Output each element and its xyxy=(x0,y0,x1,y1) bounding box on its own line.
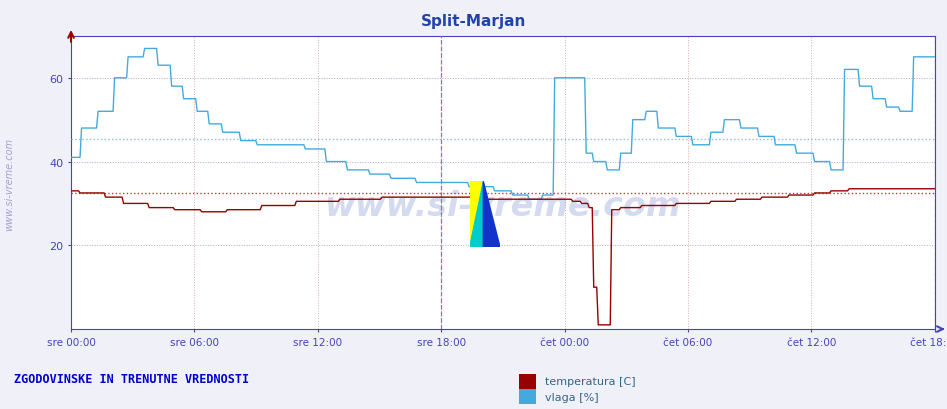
Text: Split-Marjan: Split-Marjan xyxy=(420,14,527,29)
Text: www.si-vreme.com: www.si-vreme.com xyxy=(325,190,681,223)
Polygon shape xyxy=(470,182,483,247)
Text: temperatura [C]: temperatura [C] xyxy=(545,376,635,386)
Text: www.si-vreme.com: www.si-vreme.com xyxy=(5,137,14,231)
Text: vlaga [%]: vlaga [%] xyxy=(545,392,599,402)
Polygon shape xyxy=(483,182,500,247)
Polygon shape xyxy=(470,182,483,247)
Text: ZGODOVINSKE IN TRENUTNE VREDNOSTI: ZGODOVINSKE IN TRENUTNE VREDNOSTI xyxy=(14,372,249,385)
